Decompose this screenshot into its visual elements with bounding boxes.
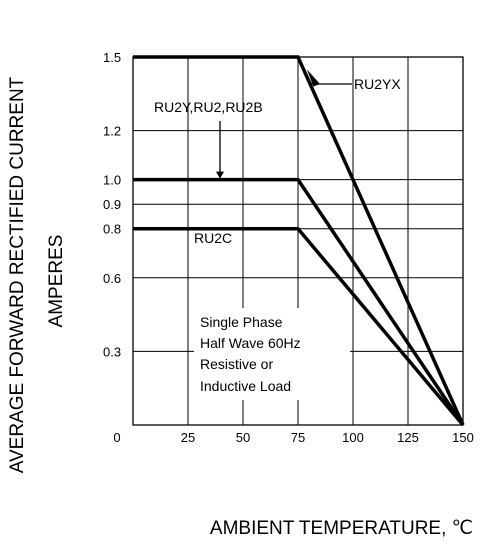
series-label-ru2c: RU2C	[194, 230, 232, 246]
series-lines	[133, 55, 465, 427]
y-axis-title-line-1: AVERAGE FORWARD RECTIFIED CURRENT	[7, 76, 28, 473]
series-label-ru2y-ru2-ru2b: RU2Y,RU2,RU2B	[154, 99, 263, 115]
note-line-2: Half Wave 60Hz	[200, 335, 301, 351]
arrowhead-ru2yx	[306, 69, 320, 87]
y-tick-label: 0.6	[103, 271, 121, 286]
arrowhead-ru2y	[216, 171, 224, 179]
series-line	[133, 55, 465, 426]
series-line	[133, 226, 465, 427]
y-tick-label: 0.9	[103, 197, 121, 212]
note-background	[194, 308, 350, 400]
note-line-3: Resistive or	[200, 356, 273, 372]
y-tick-label: 1.0	[103, 173, 121, 188]
x-tick-label: 25	[181, 430, 195, 445]
x-tick-label: 50	[236, 430, 250, 445]
note-line-1: Single Phase	[200, 314, 283, 330]
x-tick-label: 0	[113, 430, 120, 445]
x-tick-label: 125	[397, 430, 419, 445]
y-tick-label: 1.2	[103, 124, 121, 139]
x-axis-title: AMBIENT TEMPERATURE, ℃	[210, 518, 473, 539]
x-tick-label: 75	[291, 430, 305, 445]
y-axis-title-line-2: AMPERES	[46, 235, 67, 328]
y-tick-label: 0.3	[103, 344, 121, 359]
tick-labels: 0 25 50 75 100 125 150 0.3 0.6 0.8 0.9 1.0 1.2 1.5	[103, 50, 474, 445]
series-label-ru2yx: RU2YX	[354, 76, 401, 92]
x-tick-label: 150	[452, 430, 474, 445]
series-line	[133, 177, 465, 426]
note-line-4: Inductive Load	[200, 378, 291, 394]
y-tick-label: 1.5	[103, 50, 121, 65]
x-tick-label: 100	[342, 430, 364, 445]
y-tick-label: 0.8	[103, 222, 121, 237]
